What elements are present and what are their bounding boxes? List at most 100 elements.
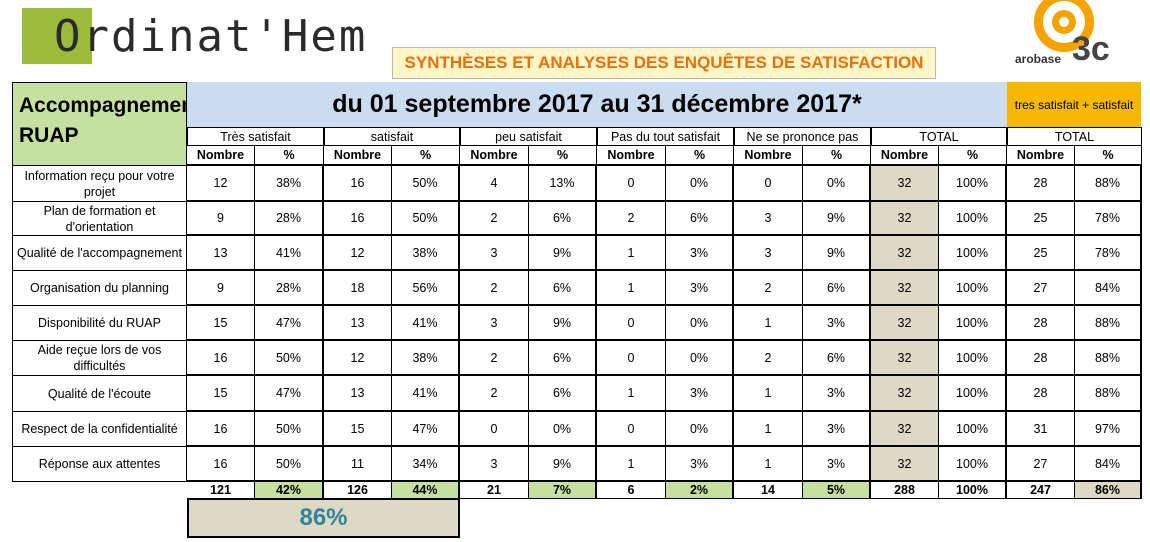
table-cell: 32 [871,166,939,202]
table-cell: 50% [255,447,324,482]
table-cell: 13 [324,306,392,341]
table-cell: 78% [1075,202,1142,236]
table-cell: 3% [666,236,734,271]
table-cell: 9 [187,202,255,236]
table-cell: 38% [392,236,460,271]
column-group-header: Très satisfait [187,127,324,146]
table-cell: 41% [255,236,324,271]
table-cell: 1 [734,306,803,341]
arobase-word: arobase [1015,52,1062,66]
table-cell: 2 [734,341,803,376]
table-cell: 0% [803,166,871,202]
table-cell: 3 [460,236,529,271]
ordinathem-logo: Ordinat'Hem [22,8,365,64]
table-row-label: Respect de la confidentialité [12,412,187,447]
table-row-label: Qualité de l'écoute [12,376,187,412]
total-cell: 288 [871,482,939,499]
table-cell: 47% [255,376,324,412]
table-cell: 16 [324,202,392,236]
table-cell: 100% [939,341,1007,376]
table-cell: 12 [187,166,255,202]
total-cell: 121 [187,482,255,499]
sub-header-nombre: Nombre [187,146,255,166]
table-cell: 84% [1075,447,1142,482]
table-cell: 31 [1007,412,1075,447]
arobase-3c-logo: arobase 3c [1010,0,1142,72]
table-cell: 13 [324,376,392,412]
table-cell: 3% [803,376,871,412]
table-cell: 88% [1075,376,1142,412]
table-cell: 2 [460,341,529,376]
table-cell: 0 [597,412,666,447]
table-cell: 4 [460,166,529,202]
table-cell: 25 [1007,236,1075,271]
table-cell: 50% [392,202,460,236]
report-title-banner: SYNTHÈSES ET ANALYSES DES ENQUÊTES DE SA… [392,47,936,79]
table-cell: 1 [597,376,666,412]
total-cell: 126 [324,482,392,499]
table-cell: 28 [1007,341,1075,376]
satisfied-sum-header: tres satisfait + satisfait [1007,82,1141,127]
table-cell: 32 [871,447,939,482]
sub-header-percent: % [255,146,324,166]
table-cell: 1 [734,412,803,447]
total-cell: 21 [460,482,529,499]
table-cell: 9% [529,236,597,271]
table-cell: 3% [666,271,734,306]
table-cell: 28% [255,271,324,306]
at-sign-inner [1052,10,1076,34]
period-header: du 01 septembre 2017 au 31 décembre 2017… [187,82,1007,127]
table-cell: 27 [1007,447,1075,482]
sub-header-percent: % [939,146,1007,166]
table-cell: 32 [871,271,939,306]
table-cell: 16 [324,166,392,202]
table-cell: 0% [666,341,734,376]
table-cell: 56% [392,271,460,306]
table-cell: 3% [803,447,871,482]
table-cell: 0% [666,412,734,447]
sub-header-percent: % [392,146,460,166]
table-row-label: Plan de formation et d'orientation [12,202,187,236]
table-cell: 28% [255,202,324,236]
table-cell: 6% [803,341,871,376]
table-cell: 18 [324,271,392,306]
sub-header-percent: % [529,146,597,166]
total-cell: 5% [803,482,871,499]
table-cell: 41% [392,376,460,412]
total-cell: 42% [255,482,324,499]
sub-header-nombre: Nombre [324,146,392,166]
table-cell: 0 [597,166,666,202]
table-cell: 50% [255,412,324,447]
table-cell: 15 [187,306,255,341]
table-cell: 9% [803,202,871,236]
table-cell: 34% [392,447,460,482]
overall-satisfaction-percentage: 86% [187,498,460,538]
table-cell: 16 [187,412,255,447]
table-cell: 3% [803,306,871,341]
table-cell: 0% [666,166,734,202]
table-cell: 12 [324,341,392,376]
table-cell: 100% [939,447,1007,482]
column-group-header: peu satisfait [460,127,597,146]
table-cell: 3 [460,447,529,482]
table-cell: 9% [803,236,871,271]
table-cell: 1 [597,271,666,306]
table-cell: 16 [187,341,255,376]
table-cell: 6% [666,202,734,236]
table-cell: 2 [460,271,529,306]
table-cell: 100% [939,376,1007,412]
table-row-label: Qualité de l'accompagnement [12,236,187,271]
sub-header-nombre: Nombre [871,146,939,166]
table-cell: 100% [939,306,1007,341]
sub-header-nombre: Nombre [460,146,529,166]
table-cell: 6% [529,341,597,376]
table-cell: 11 [324,447,392,482]
logo-green-block [22,8,92,64]
table-cell: 15 [324,412,392,447]
column-group-header: Ne se prononce pas [734,127,871,146]
table-cell: 88% [1075,306,1142,341]
total-cell: 100% [939,482,1007,499]
table-cell: 47% [392,412,460,447]
table-cell: 0 [597,306,666,341]
table-cell: 100% [939,236,1007,271]
